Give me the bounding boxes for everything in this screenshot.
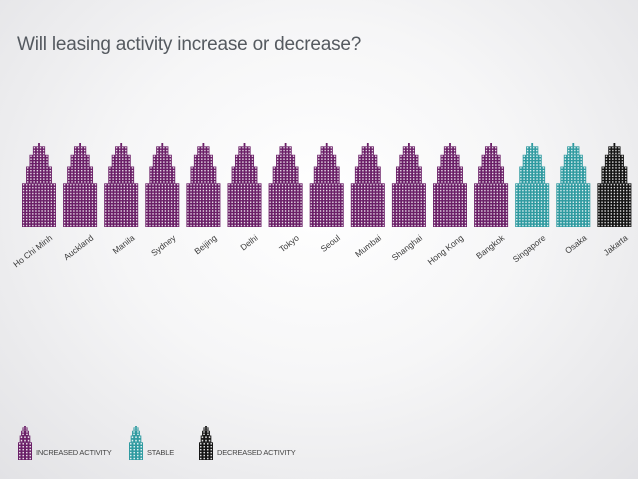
city-label-manila: Manila	[111, 233, 137, 256]
city-label-seoul: Seoul	[319, 233, 342, 254]
city-label-mumbai: Mumbai	[353, 233, 383, 260]
building-beijing	[186, 143, 221, 227]
building-bangkok	[474, 143, 509, 227]
building-sydney	[145, 143, 180, 227]
city-label-osaka: Osaka	[563, 233, 589, 256]
building-delhi	[227, 143, 262, 227]
city-label-shanghai: Shanghai	[390, 233, 425, 263]
legend-label-increased: INCREASED ACTIVITY	[36, 448, 112, 457]
building-seoul	[309, 143, 344, 227]
building-icon-stable	[129, 426, 143, 460]
legend: INCREASED ACTIVITY STABLE DECREASED ACTI…	[17, 424, 617, 460]
legend-building-decreased	[199, 426, 213, 460]
city-label-sydney: Sydney	[149, 232, 178, 258]
city-label-tokyo: Tokyo	[277, 233, 301, 255]
city-label-ho-chi-minh: Ho Chi Minh	[11, 233, 54, 270]
city-label-singapore: Singapore	[511, 233, 548, 265]
building-shanghai	[391, 143, 426, 227]
building-ho-chi-minh	[22, 143, 56, 227]
city-label-delhi: Delhi	[238, 233, 260, 253]
city-label-hong-kong: Hong Kong	[426, 233, 466, 267]
building-icon-increased	[18, 426, 32, 460]
city-label-auckland: Auckland	[62, 233, 96, 263]
city-label-jakarta: Jakarta	[602, 233, 630, 258]
building-icon-decreased	[199, 426, 213, 460]
city-label-bangkok: Bangkok	[474, 232, 507, 261]
legend-building-increased	[18, 426, 32, 460]
building-singapore	[515, 143, 550, 227]
building-osaka	[556, 143, 591, 227]
legend-label-decreased: DECREASED ACTIVITY	[217, 448, 296, 457]
building-tokyo	[268, 143, 303, 227]
building-auckland	[63, 143, 98, 227]
page-title: Will leasing activity increase or decrea…	[17, 34, 362, 55]
legend-label-stable: STABLE	[147, 448, 175, 457]
legend-building-stable	[129, 426, 143, 460]
building-jakarta	[597, 143, 632, 227]
city-label-beijing: Beijing	[192, 233, 218, 257]
building-hong-kong	[433, 143, 467, 227]
building-manila	[104, 143, 139, 227]
building-mumbai	[350, 143, 385, 227]
